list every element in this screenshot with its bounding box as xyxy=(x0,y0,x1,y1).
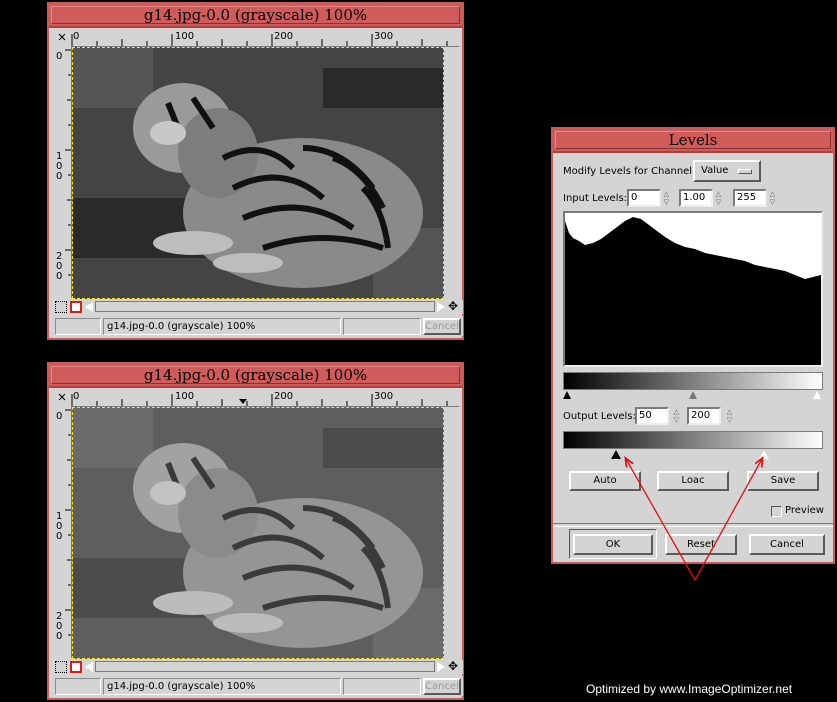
image-window-original: g14.jpg-0.0 (grayscale) 100% 0 100 200 3… xyxy=(47,2,464,340)
vertical-ruler: 0 100 200 xyxy=(53,406,72,658)
dropdown-icon xyxy=(738,169,752,174)
status-text: g14.jpg-0.0 (grayscale) 100% xyxy=(103,678,341,695)
histogram-frame xyxy=(563,211,823,367)
horizontal-ruler: 0 100 200 300 xyxy=(71,390,459,407)
tiger-image xyxy=(73,48,443,298)
ruler-ticks xyxy=(71,34,448,46)
image-canvas[interactable] xyxy=(72,47,444,299)
vertical-ruler: 0 100 200 xyxy=(53,46,72,298)
input-low-field[interactable]: 0 xyxy=(627,189,661,207)
channel-select[interactable]: Value xyxy=(693,160,761,182)
output-high-handle-icon[interactable] xyxy=(759,450,769,459)
status-bar: g14.jpg-0.0 (grayscale) 100% Cancel xyxy=(53,316,463,336)
image-canvas[interactable] xyxy=(72,407,444,659)
input-low-spinner-icon[interactable]: △ ▽ xyxy=(663,190,670,206)
ruler-label: 200 xyxy=(56,611,63,642)
load-button[interactable]: Loac xyxy=(657,471,729,491)
preview-label: Preview xyxy=(785,505,824,516)
ruler-label: 100 xyxy=(56,511,63,542)
input-levels-label: Input Levels: xyxy=(563,193,628,204)
tiger-image-adjusted xyxy=(73,408,443,658)
ruler-label: 200 xyxy=(274,31,294,42)
status-bar: g14.jpg-0.0 (grayscale) 100% Cancel xyxy=(53,676,463,696)
ruler-label: 0 xyxy=(73,31,80,42)
input-gamma-spinner-icon[interactable]: △ ▽ xyxy=(715,190,722,206)
save-button[interactable]: Save xyxy=(747,471,819,491)
horizontal-ruler: 0 100 200 300 xyxy=(71,30,459,47)
output-slider-track[interactable] xyxy=(563,449,823,459)
pointer-coords xyxy=(55,678,101,695)
hscroll-left-arrow-icon[interactable] xyxy=(85,662,93,672)
output-low-field[interactable]: 50 xyxy=(635,407,669,425)
ruler-label: 0 xyxy=(73,391,80,402)
ruler-label: 300 xyxy=(374,31,394,42)
cancel-button[interactable]: Cancel xyxy=(423,678,461,695)
output-low-spinner-icon[interactable]: △ ▽ xyxy=(673,408,680,424)
ruler-ticks xyxy=(71,394,448,406)
channel-label: Modify Levels for Channel: xyxy=(563,166,696,177)
output-low-handle-icon[interactable] xyxy=(611,450,621,459)
ruler-label: 100 xyxy=(175,391,195,402)
ruler-label: 200 xyxy=(274,391,294,402)
quickmask-on-icon[interactable] xyxy=(70,301,82,313)
ruler-label: 300 xyxy=(374,391,394,402)
ruler-label: 100 xyxy=(175,31,195,42)
progress-area xyxy=(343,678,421,695)
pointer-coords xyxy=(55,318,101,335)
hscroll-left-arrow-icon[interactable] xyxy=(85,302,93,312)
output-levels-label: Output Levels: xyxy=(563,411,636,422)
auto-button[interactable]: Auto xyxy=(569,471,641,491)
progress-area xyxy=(343,318,421,335)
scrollbar-row: ✥ xyxy=(53,300,463,314)
input-high-field[interactable]: 255 xyxy=(733,189,767,207)
quickmask-off-icon[interactable] xyxy=(55,301,67,313)
watermark: Optimized by www.ImageOptimizer.net xyxy=(586,682,793,696)
dialog-title[interactable]: Levels xyxy=(553,129,833,153)
hscroll-right-arrow-icon[interactable] xyxy=(437,302,445,312)
cancel-button[interactable]: Cancel xyxy=(423,318,461,335)
ruler-label: 0 xyxy=(56,411,63,422)
ruler-label: 200 xyxy=(56,251,63,282)
hscroll-right-arrow-icon[interactable] xyxy=(437,662,445,672)
input-high-handle-icon[interactable] xyxy=(813,391,821,399)
vruler-ticks xyxy=(65,49,71,276)
reset-button[interactable]: Reset xyxy=(665,534,737,555)
input-gamma-field[interactable]: 1.00 xyxy=(679,189,713,207)
ruler-corner xyxy=(53,390,71,406)
window-title[interactable]: g14.jpg-0.0 (grayscale) 100% xyxy=(49,364,462,388)
input-gradient xyxy=(563,372,823,390)
ruler-label: 0 xyxy=(56,51,63,62)
window-title[interactable]: g14.jpg-0.0 (grayscale) 100% xyxy=(49,4,462,28)
input-high-spinner-icon[interactable]: △ ▽ xyxy=(769,190,776,206)
navigate-icon[interactable]: ✥ xyxy=(448,299,459,313)
quickmask-on-icon[interactable] xyxy=(70,661,82,673)
levels-dialog: Levels Modify Levels for Channel: Value … xyxy=(551,127,835,564)
ok-button[interactable]: OK xyxy=(573,534,653,555)
horizontal-scrollbar[interactable] xyxy=(95,661,435,672)
dialog-separator xyxy=(553,523,833,527)
cancel-button[interactable]: Cancel xyxy=(749,534,825,555)
horizontal-scrollbar[interactable] xyxy=(95,301,435,312)
output-high-field[interactable]: 200 xyxy=(687,407,721,425)
quickmask-off-icon[interactable] xyxy=(55,661,67,673)
vruler-ticks xyxy=(65,409,71,636)
input-gamma-handle-icon[interactable] xyxy=(689,391,697,399)
ruler-label: 100 xyxy=(56,151,63,182)
navigate-icon[interactable]: ✥ xyxy=(448,659,459,673)
channel-value: Value xyxy=(701,165,729,176)
image-window-adjusted: g14.jpg-0.0 (grayscale) 100% 0 100 200 3… xyxy=(47,362,464,700)
status-text: g14.jpg-0.0 (grayscale) 100% xyxy=(103,318,341,335)
input-slider-track[interactable] xyxy=(563,390,823,400)
output-high-spinner-icon[interactable]: △ ▽ xyxy=(726,408,733,424)
histogram xyxy=(565,217,821,365)
input-low-handle-icon[interactable] xyxy=(563,391,571,399)
ruler-corner xyxy=(53,30,71,46)
output-gradient xyxy=(563,431,823,449)
preview-checkbox[interactable] xyxy=(771,506,782,517)
scrollbar-row: ✥ xyxy=(53,660,463,674)
